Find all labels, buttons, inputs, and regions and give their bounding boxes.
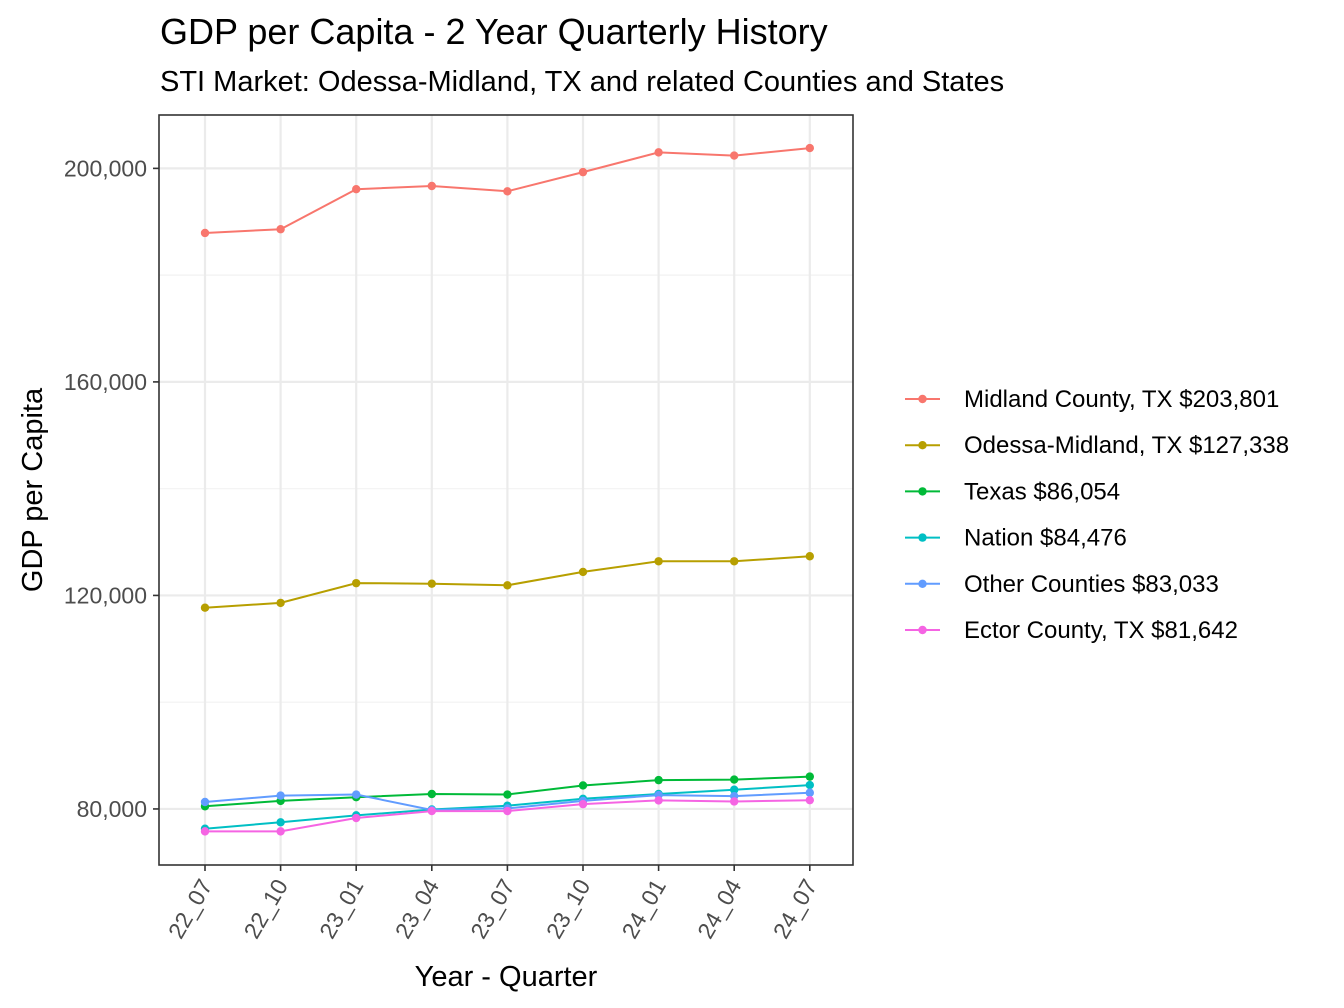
data-point	[276, 791, 285, 800]
data-point	[200, 603, 210, 612]
data-point	[427, 579, 436, 588]
data-point	[503, 806, 512, 816]
data-point	[730, 775, 739, 784]
chart-subtitle: STI Market: Odessa-Midland, TX and relat…	[160, 66, 1004, 98]
legend-key-point	[918, 579, 927, 588]
data-point	[276, 818, 285, 827]
legend-item: Odessa-Midland, TX $127,338	[905, 432, 1289, 459]
data-point	[805, 772, 814, 781]
legend-item: Ector County, TX $81,642	[905, 617, 1238, 644]
data-point	[730, 151, 739, 160]
legend: Midland County, TX $203,801 Odessa-Midlan…	[905, 386, 1289, 644]
legend-label: Nation $84,476	[964, 525, 1127, 552]
x-tick-label: 24_07	[768, 875, 823, 943]
legend-label: Other Counties $83,033	[964, 571, 1219, 598]
data-point	[654, 775, 663, 785]
legend-key-point	[918, 487, 927, 496]
legend-label: Texas $86,054	[964, 478, 1120, 505]
data-point	[730, 557, 739, 566]
data-point	[503, 581, 512, 590]
data-point	[276, 225, 285, 234]
legend-key-point	[918, 533, 927, 542]
x-tick-label: 24_01	[616, 875, 671, 943]
data-point	[805, 788, 814, 797]
data-point	[352, 184, 361, 194]
data-point	[352, 578, 361, 588]
legend-key-point	[918, 441, 927, 450]
data-point	[730, 797, 739, 806]
x-tick-label: 22_10	[238, 875, 293, 943]
y-tick-label: 80,000	[77, 796, 147, 822]
data-point	[805, 552, 814, 561]
legend-key-point	[918, 625, 927, 635]
x-tick-label: 23_07	[465, 875, 520, 943]
data-point	[805, 780, 814, 790]
legend-label: Midland County, TX $203,801	[964, 386, 1279, 413]
data-point	[352, 790, 361, 799]
y-tick-label: 160,000	[64, 369, 147, 395]
legend-item: Nation $84,476	[905, 525, 1127, 552]
x-axis-title: Year - Quarter	[415, 961, 598, 993]
x-tick-label: 24_04	[692, 874, 747, 943]
y-tick-label: 120,000	[64, 582, 147, 608]
legend-key-point	[918, 394, 927, 404]
data-point	[578, 799, 588, 809]
data-point	[578, 781, 588, 790]
x-tick-label: 23_10	[541, 875, 596, 943]
x-tick-label: 22_07	[163, 875, 218, 943]
data-point	[427, 181, 436, 191]
data-point	[427, 789, 436, 799]
y-axis-title: GDP per Capita	[17, 387, 49, 592]
data-point	[200, 797, 210, 807]
x-tick-label: 23_01	[314, 875, 369, 943]
data-point	[352, 813, 361, 823]
data-point	[654, 148, 663, 157]
data-point	[654, 796, 663, 805]
data-point	[503, 790, 512, 799]
legend-item: Texas $86,054	[905, 478, 1120, 505]
series-5	[200, 795, 814, 836]
legend-label: Ector County, TX $81,642	[964, 617, 1238, 644]
data-point	[578, 567, 588, 577]
data-point	[200, 827, 210, 836]
x-tick-label: 23_04	[390, 874, 445, 943]
series-1	[200, 552, 814, 612]
plot-panel	[159, 115, 853, 865]
data-point	[805, 143, 814, 153]
panel-border	[158, 114, 854, 866]
y-tick-label: 200,000	[64, 155, 147, 181]
data-point	[578, 167, 588, 177]
data-point	[200, 228, 210, 238]
data-point	[654, 557, 663, 566]
series-layer	[200, 143, 814, 836]
data-point	[276, 827, 285, 836]
legend-label: Odessa-Midland, TX $127,338	[964, 432, 1289, 459]
data-point	[730, 785, 739, 794]
chart-title: GDP per Capita - 2 Year Quarterly Histor…	[160, 11, 828, 52]
data-point	[276, 598, 285, 608]
series-0	[200, 143, 814, 238]
data-point	[503, 187, 512, 196]
data-point	[805, 795, 814, 805]
legend-item: Midland County, TX $203,801	[905, 386, 1279, 413]
legend-item: Other Counties $83,033	[905, 571, 1219, 598]
data-point	[427, 806, 436, 816]
